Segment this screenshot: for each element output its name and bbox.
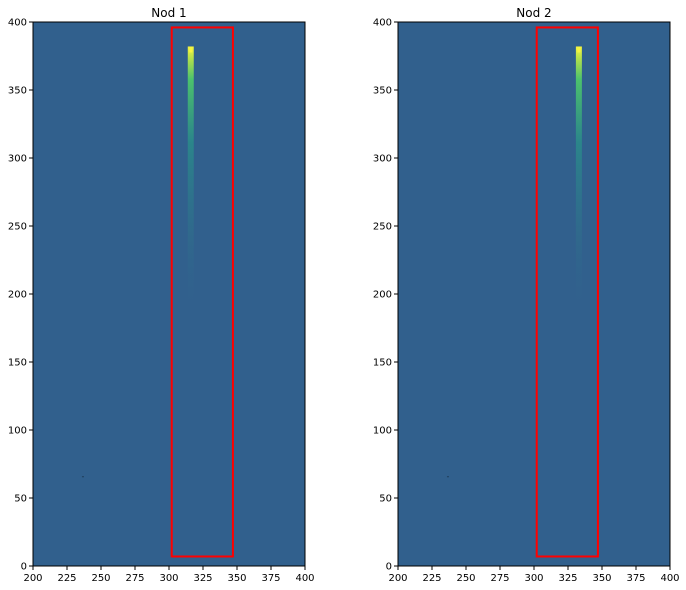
y-tick-label: 50 (379, 494, 392, 505)
spectral-trace (187, 46, 194, 322)
x-tick-label: 400 (660, 573, 679, 584)
y-tick-label: 100 (8, 426, 27, 437)
x-tick-label: 225 (422, 573, 441, 584)
region-box (535, 26, 599, 558)
x-tick-label: 200 (23, 573, 42, 584)
x-tick-label: 275 (125, 573, 144, 584)
y-tick-label: 200 (8, 290, 27, 301)
hot-pixel (446, 476, 449, 478)
y-tick-label: 150 (373, 358, 392, 369)
y-tick-label: 200 (373, 290, 392, 301)
hot-pixel (81, 476, 84, 478)
x-tick-label: 200 (388, 573, 407, 584)
heatmap-image (33, 22, 305, 566)
x-tick-label: 250 (91, 573, 110, 584)
y-tick-label: 0 (21, 562, 27, 573)
y-tick-label: 50 (14, 494, 27, 505)
y-tick-label: 400 (373, 18, 392, 29)
x-axis: 200 225 250 275 300 325 350 375 400 (388, 566, 680, 584)
y-tick-label: 350 (8, 86, 27, 97)
y-tick-label: 250 (8, 222, 27, 233)
y-tick-label: 100 (373, 426, 392, 437)
panel-nod-1: Nod 1 200 225 250 275 300 325 350 375 400 0 50 100… (8, 6, 315, 584)
spectral-trace-core (577, 46, 581, 53)
panel-title: Nod 1 (151, 6, 186, 20)
x-tick-label: 300 (159, 573, 178, 584)
y-tick-label: 250 (373, 222, 392, 233)
x-tick-label: 250 (456, 573, 475, 584)
y-tick-label: 150 (8, 358, 27, 369)
heatmap-image (398, 22, 670, 566)
x-tick-label: 400 (295, 573, 314, 584)
spectral-trace-core (189, 46, 193, 53)
region-box (170, 26, 234, 558)
x-tick-label: 350 (592, 573, 611, 584)
x-tick-label: 275 (490, 573, 509, 584)
y-tick-label: 300 (373, 154, 392, 165)
spectral-trace (575, 46, 582, 322)
x-tick-label: 375 (261, 573, 280, 584)
y-tick-label: 0 (386, 562, 392, 573)
y-axis: 0 50 100 150 200 250 300 350 400 (373, 18, 398, 573)
x-tick-label: 325 (558, 573, 577, 584)
x-tick-label: 225 (57, 573, 76, 584)
panel-nod-2: Nod 2 200 225 250 275 300 325 350 375 400 0 50 100… (373, 6, 680, 584)
x-tick-label: 350 (227, 573, 246, 584)
y-tick-label: 400 (8, 18, 27, 29)
y-axis: 0 50 100 150 200 250 300 350 400 (8, 18, 33, 573)
x-axis: 200 225 250 275 300 325 350 375 400 (23, 566, 315, 584)
panel-title: Nod 2 (516, 6, 551, 20)
y-tick-label: 300 (8, 154, 27, 165)
x-tick-label: 325 (193, 573, 212, 584)
x-tick-label: 375 (626, 573, 645, 584)
x-tick-label: 300 (524, 573, 543, 584)
y-tick-label: 350 (373, 86, 392, 97)
